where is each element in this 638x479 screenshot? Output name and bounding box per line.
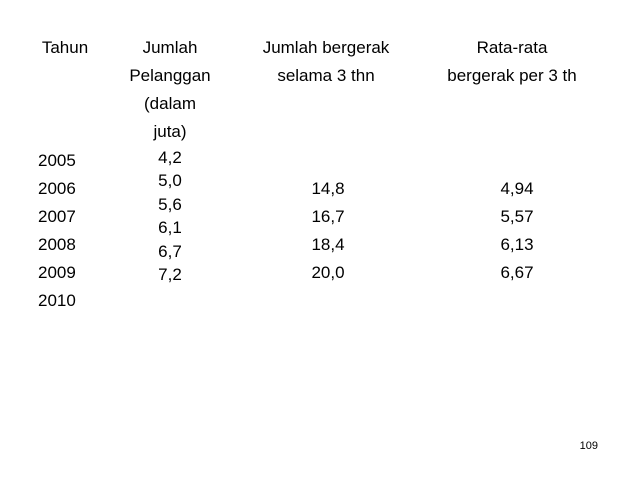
rata-rata-cell: 4,94 <box>500 179 534 198</box>
rata-rata-cell: 6,67 <box>500 263 534 282</box>
year-cell: 2008 <box>38 235 76 254</box>
rata-rata-cell: 5,57 <box>500 207 534 226</box>
column-header: (dalam <box>144 94 196 113</box>
jumlah-bergerak-cell: 14,8 <box>311 179 345 198</box>
year-cell: 2009 <box>38 263 76 282</box>
jumlah-bergerak-cell: 16,7 <box>311 207 345 226</box>
year-cell: 2007 <box>38 207 76 226</box>
rata-rata-cell: 6,13 <box>500 235 534 254</box>
column-header: Tahun <box>41 38 89 57</box>
column-header: Pelanggan <box>129 66 211 85</box>
column-header: Jumlah <box>142 38 198 57</box>
column-header: bergerak per 3 th <box>447 66 577 85</box>
column-header: Rata-rata <box>476 38 548 57</box>
jumlah-bergerak-cell: 18,4 <box>311 235 345 254</box>
pelanggan-cell: 5,6 <box>158 194 182 214</box>
pelanggan-cell: 6,1 <box>158 218 182 238</box>
pelanggan-cell: 7,2 <box>158 265 182 284</box>
column-header: selama 3 thn <box>277 66 375 85</box>
year-cell: 2010 <box>38 291 76 310</box>
pelanggan-cell: 4,2 <box>158 148 182 167</box>
pelanggan-cell: 6,7 <box>158 241 182 261</box>
year-cell: 2005 <box>38 151 76 170</box>
column-header: Jumlah bergerak <box>262 38 390 57</box>
column-header: juta) <box>153 122 187 141</box>
page-number: 109 <box>579 440 598 452</box>
pelanggan-cell: 5,0 <box>158 171 182 191</box>
year-cell: 2006 <box>38 179 76 198</box>
jumlah-bergerak-cell: 20,0 <box>311 263 345 282</box>
